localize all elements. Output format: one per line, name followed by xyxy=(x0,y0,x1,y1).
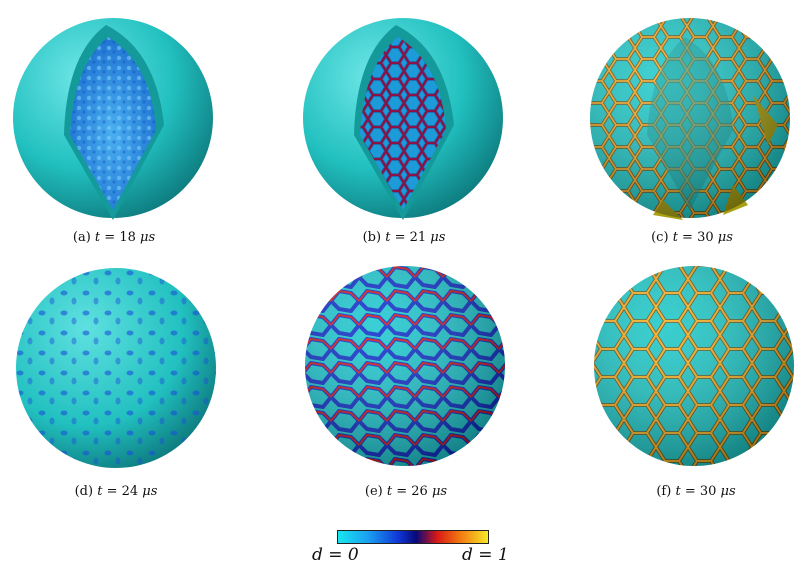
damage-colorbar xyxy=(337,530,489,544)
caption-c: (c) t = 30 μs xyxy=(651,230,733,245)
figure-panel-b xyxy=(296,15,516,225)
figure-panel-a xyxy=(6,15,226,225)
caption-b: (b) t = 21 μs xyxy=(362,230,446,245)
caption-a: (a) t = 18 μs xyxy=(72,230,156,245)
figure-panel-f xyxy=(592,265,805,475)
figure-panel-e xyxy=(303,265,523,475)
caption-e: (e) t = 26 μs xyxy=(364,484,448,499)
colorbar-max-label: d = 1 xyxy=(462,545,509,565)
caption-d: (d) t = 24 μs xyxy=(74,484,158,499)
colorbar-min-label: d = 0 xyxy=(312,545,359,565)
figure-panel-d xyxy=(14,267,234,477)
figure-panel-c xyxy=(583,15,803,225)
caption-f: (f) t = 30 μs xyxy=(656,484,736,499)
